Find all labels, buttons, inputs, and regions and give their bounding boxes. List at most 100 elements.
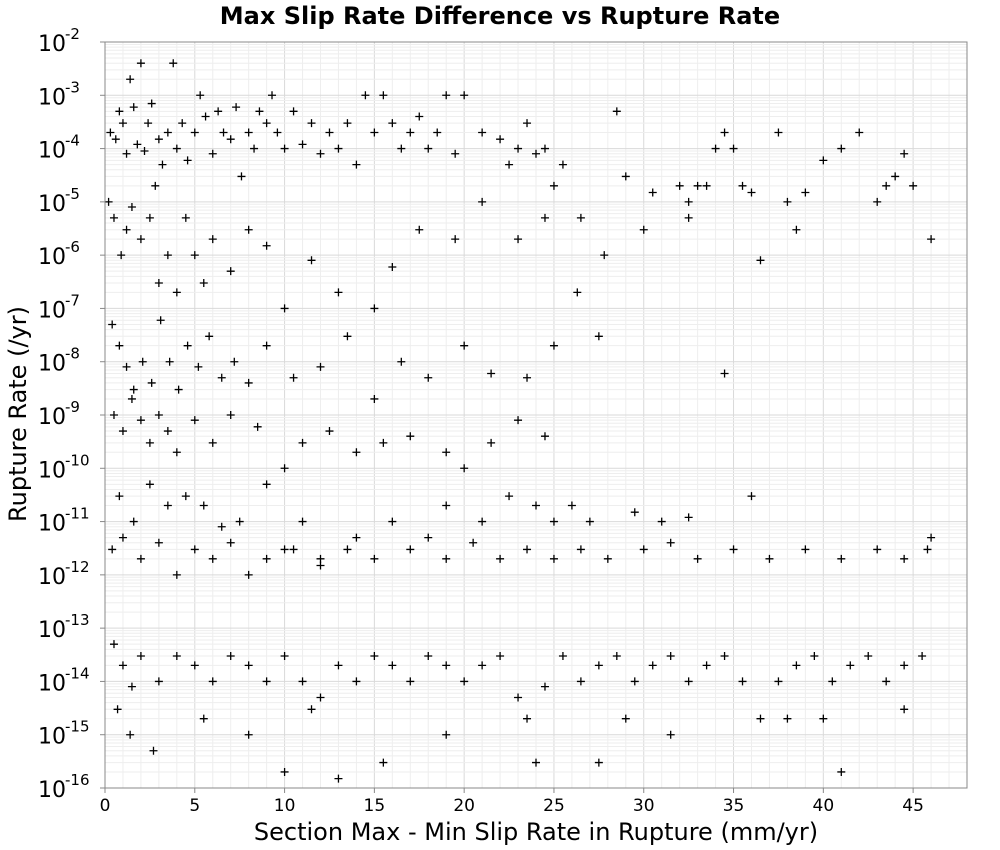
- data-point: [136, 554, 145, 563]
- data-point: [118, 661, 127, 670]
- data-point: [523, 373, 532, 382]
- data-point: [199, 714, 208, 723]
- data-point: [289, 107, 298, 116]
- data-point: [181, 213, 190, 222]
- data-point: [122, 149, 131, 158]
- y-tick-label: 10: [38, 352, 66, 377]
- data-point: [181, 492, 190, 501]
- data-point: [549, 554, 558, 563]
- data-point: [388, 517, 397, 526]
- data-point: [684, 677, 693, 686]
- data-point: [307, 119, 316, 128]
- data-point: [720, 128, 729, 137]
- data-point: [819, 714, 828, 723]
- data-point: [514, 235, 523, 244]
- data-point: [684, 197, 693, 206]
- data-point: [174, 385, 183, 394]
- data-point: [122, 225, 131, 234]
- data-point: [280, 652, 289, 661]
- data-point: [208, 677, 217, 686]
- data-point: [126, 730, 135, 739]
- data-point: [442, 501, 451, 510]
- data-point: [478, 197, 487, 206]
- data-point: [144, 119, 153, 128]
- data-point: [190, 128, 199, 137]
- data-point: [792, 225, 801, 234]
- y-tick-exponent: -4: [65, 132, 80, 150]
- data-point: [262, 119, 271, 128]
- data-point: [129, 517, 138, 526]
- data-point: [478, 517, 487, 526]
- data-point: [720, 652, 729, 661]
- data-point: [666, 652, 675, 661]
- data-point: [424, 533, 433, 542]
- data-point: [648, 661, 657, 670]
- data-point: [873, 545, 882, 554]
- y-tick-label: 10: [38, 565, 66, 590]
- data-point: [343, 332, 352, 341]
- data-point: [558, 160, 567, 169]
- data-point: [460, 91, 469, 100]
- data-point: [280, 767, 289, 776]
- data-point: [882, 181, 891, 190]
- data-point: [316, 149, 325, 158]
- data-point: [882, 677, 891, 686]
- data-point: [343, 545, 352, 554]
- x-tick-label: 30: [633, 796, 655, 816]
- data-point: [532, 501, 540, 510]
- data-point: [172, 448, 181, 457]
- data-point: [837, 767, 846, 776]
- data-point: [540, 432, 549, 441]
- x-tick-label: 15: [364, 796, 386, 816]
- y-tick-exponent: -8: [65, 345, 80, 363]
- data-point: [684, 213, 693, 222]
- data-point: [397, 144, 406, 153]
- data-point: [523, 714, 532, 723]
- data-point: [280, 304, 289, 313]
- data-point: [424, 652, 433, 661]
- data-point: [113, 705, 122, 714]
- data-point: [370, 554, 379, 563]
- data-point: [837, 144, 846, 153]
- data-point: [289, 373, 298, 382]
- data-point: [126, 75, 135, 84]
- data-point: [846, 661, 855, 670]
- data-point: [406, 432, 415, 441]
- x-tick-label: 40: [813, 796, 835, 816]
- data-point: [352, 533, 361, 542]
- data-point: [208, 554, 217, 563]
- data-point: [600, 251, 609, 260]
- data-point: [147, 99, 156, 108]
- data-point: [460, 464, 469, 473]
- x-tick-label: 35: [723, 796, 745, 816]
- data-point: [316, 561, 325, 570]
- data-point: [496, 554, 505, 563]
- data-point: [145, 438, 154, 447]
- data-point: [298, 517, 307, 526]
- data-point: [801, 188, 810, 197]
- data-point: [156, 316, 165, 325]
- x-tick-label: 25: [543, 796, 565, 816]
- y-tick-exponent: -12: [65, 558, 90, 576]
- y-tick-label: 10: [38, 245, 66, 270]
- y-tick-exponent: -2: [65, 25, 80, 43]
- data-point: [127, 394, 136, 403]
- data-point: [415, 112, 424, 121]
- data-point: [549, 341, 558, 350]
- data-point: [262, 554, 271, 563]
- data-point: [136, 59, 145, 68]
- data-point: [370, 394, 379, 403]
- data-point: [379, 758, 388, 767]
- data-point: [199, 279, 208, 288]
- data-point: [388, 661, 397, 670]
- data-point: [711, 144, 720, 153]
- data-point: [118, 533, 127, 542]
- data-point: [594, 758, 603, 767]
- data-point: [226, 135, 235, 144]
- data-point: [702, 181, 711, 190]
- data-point: [334, 661, 343, 670]
- data-point: [783, 197, 792, 206]
- data-point: [505, 492, 514, 501]
- data-point: [117, 251, 126, 260]
- data-point: [603, 554, 612, 563]
